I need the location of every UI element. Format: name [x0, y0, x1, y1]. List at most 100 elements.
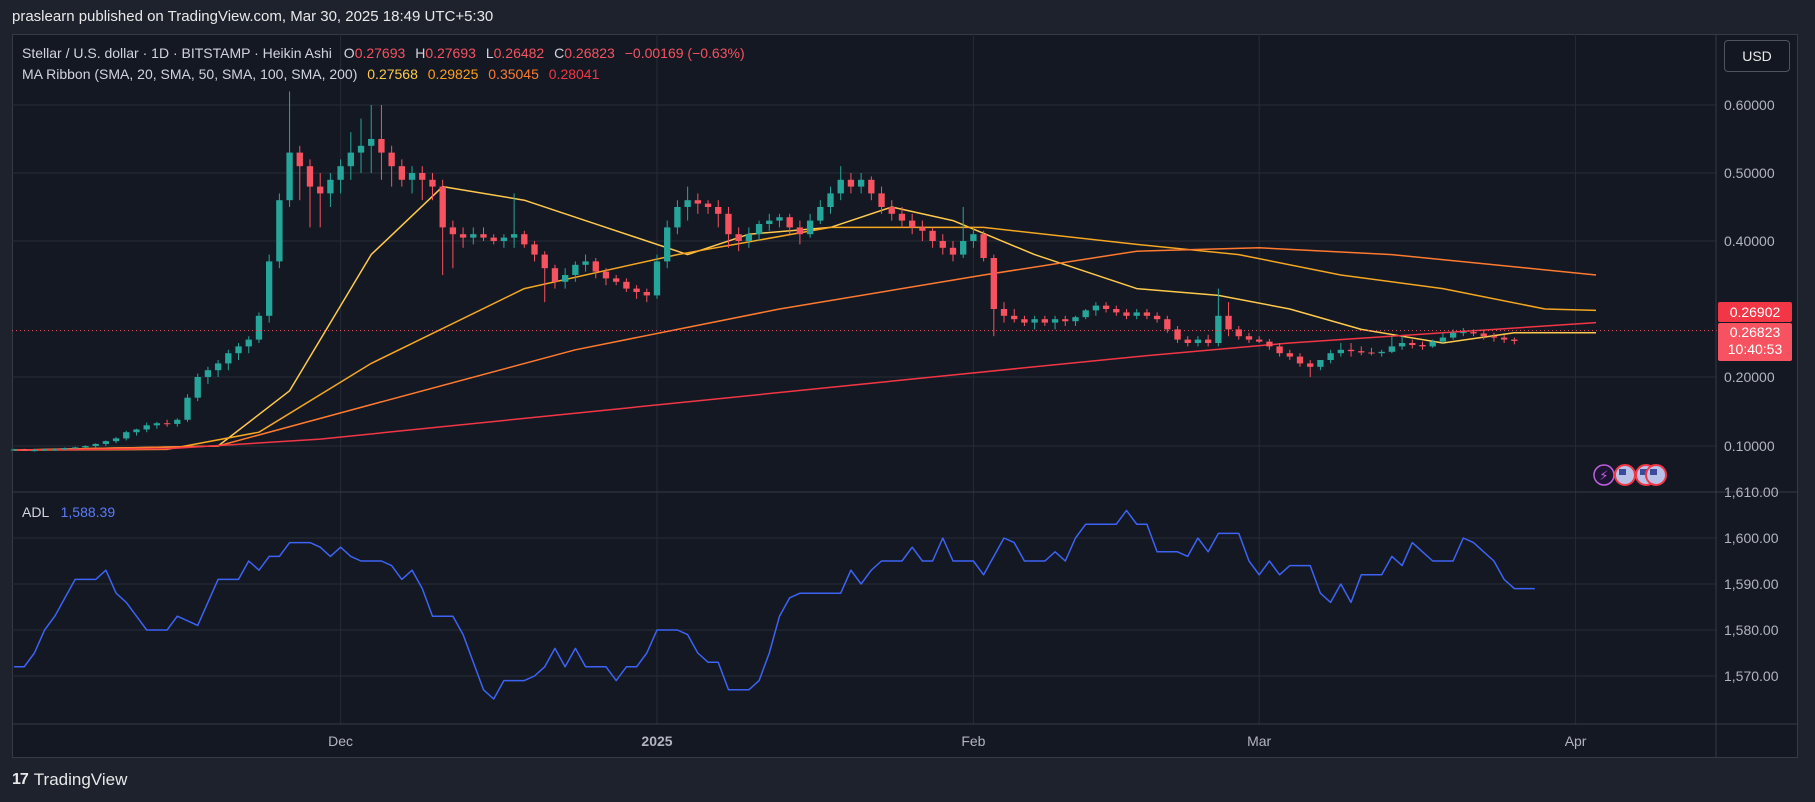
adl-label[interactable]: ADL: [22, 504, 49, 520]
chart-frame[interactable]: [12, 34, 1798, 758]
candle[interactable]: [602, 268, 610, 286]
candle[interactable]: [1307, 360, 1314, 377]
candle[interactable]: [204, 366, 212, 384]
candle[interactable]: [398, 159, 406, 187]
candle[interactable]: [725, 207, 732, 248]
candle[interactable]: [1123, 309, 1130, 320]
candle[interactable]: [123, 430, 130, 441]
candle[interactable]: [1102, 302, 1110, 313]
candle[interactable]: [82, 445, 89, 449]
candle[interactable]: [735, 227, 742, 252]
candle[interactable]: [184, 394, 191, 422]
candle[interactable]: [1143, 309, 1151, 320]
candle[interactable]: [1000, 302, 1008, 323]
candle[interactable]: [1398, 336, 1406, 350]
candle[interactable]: [459, 227, 467, 248]
candle[interactable]: [255, 312, 263, 343]
candle[interactable]: [888, 200, 895, 221]
candle[interactable]: [327, 173, 334, 207]
candle[interactable]: [1051, 315, 1059, 330]
currency-selector[interactable]: USD: [1724, 40, 1790, 72]
ma-line-sma200[interactable]: [13, 321, 1597, 451]
candle[interactable]: [10, 448, 18, 451]
candle[interactable]: [235, 343, 242, 360]
candle[interactable]: [664, 220, 671, 269]
candle[interactable]: [286, 91, 293, 207]
candle[interactable]: [1337, 343, 1345, 357]
candle[interactable]: [1235, 326, 1242, 340]
candle[interactable]: [653, 254, 661, 299]
candle[interactable]: [1184, 336, 1191, 347]
candle[interactable]: [1062, 315, 1069, 326]
time-tick-label[interactable]: Feb: [961, 733, 985, 749]
candle[interactable]: [817, 200, 824, 224]
candle[interactable]: [337, 159, 344, 194]
time-tick-label[interactable]: Mar: [1247, 733, 1271, 749]
ma-line-sma20[interactable]: [13, 185, 1596, 451]
candle[interactable]: [715, 200, 722, 228]
candle[interactable]: [1266, 338, 1273, 350]
candle[interactable]: [1021, 315, 1028, 326]
us-flag-icon[interactable]: [1645, 464, 1667, 486]
candle[interactable]: [786, 213, 793, 235]
us-flag-icon[interactable]: [1614, 464, 1636, 486]
candle[interactable]: [572, 261, 579, 282]
candle[interactable]: [531, 241, 538, 262]
candle[interactable]: [796, 220, 804, 245]
candle[interactable]: [1276, 343, 1283, 357]
candle[interactable]: [1368, 347, 1375, 356]
candle[interactable]: [1194, 336, 1202, 347]
candle[interactable]: [368, 105, 375, 173]
candle[interactable]: [500, 234, 508, 248]
symbol-title[interactable]: Stellar / U.S. dollar · 1D · BITSTAMP · …: [22, 45, 332, 61]
candle[interactable]: [1215, 288, 1222, 347]
candle[interactable]: [1256, 336, 1263, 343]
candle[interactable]: [102, 440, 110, 446]
candle[interactable]: [1419, 341, 1426, 350]
candle[interactable]: [112, 437, 120, 444]
candle[interactable]: [561, 268, 569, 289]
candle[interactable]: [694, 193, 701, 214]
candle[interactable]: [755, 220, 763, 241]
candle[interactable]: [521, 230, 528, 248]
candle[interactable]: [163, 419, 171, 427]
candle[interactable]: [980, 230, 987, 262]
candle[interactable]: [1011, 309, 1018, 323]
candle[interactable]: [296, 145, 303, 201]
candle[interactable]: [1449, 329, 1457, 340]
candle[interactable]: [1347, 343, 1355, 357]
candle[interactable]: [806, 213, 814, 238]
adl-series-line[interactable]: [14, 509, 1535, 700]
candle[interactable]: [909, 213, 916, 235]
candle[interactable]: [541, 251, 548, 303]
candle[interactable]: [1378, 349, 1385, 357]
candle[interactable]: [265, 254, 273, 323]
candle[interactable]: [674, 200, 681, 235]
candle[interactable]: [1511, 337, 1518, 345]
candle[interactable]: [990, 254, 997, 337]
candle[interactable]: [1245, 332, 1253, 343]
candle[interactable]: [1500, 334, 1508, 343]
candle[interactable]: [1204, 334, 1212, 347]
candle[interactable]: [1164, 315, 1171, 333]
candle[interactable]: [745, 227, 753, 248]
candle[interactable]: [470, 227, 477, 245]
candle[interactable]: [408, 166, 416, 194]
ma-line-sma100[interactable]: [13, 247, 1597, 451]
ma-line-sma50[interactable]: [13, 226, 1597, 451]
time-tick-label[interactable]: Apr: [1565, 733, 1587, 749]
candle[interactable]: [61, 447, 69, 451]
candle[interactable]: [847, 173, 855, 194]
candle[interactable]: [1470, 329, 1477, 337]
candle[interactable]: [623, 278, 630, 292]
ma-ribbon-legend[interactable]: MA Ribbon (SMA, 20, SMA, 50, SMA, 100, S…: [22, 66, 599, 82]
candle[interactable]: [439, 179, 446, 275]
candle[interactable]: [582, 254, 589, 272]
candle[interactable]: [1031, 315, 1038, 330]
candle[interactable]: [51, 448, 58, 451]
candle[interactable]: [613, 275, 620, 286]
candle[interactable]: [245, 336, 252, 354]
candle[interactable]: [1072, 315, 1079, 326]
candle[interactable]: [31, 448, 38, 452]
